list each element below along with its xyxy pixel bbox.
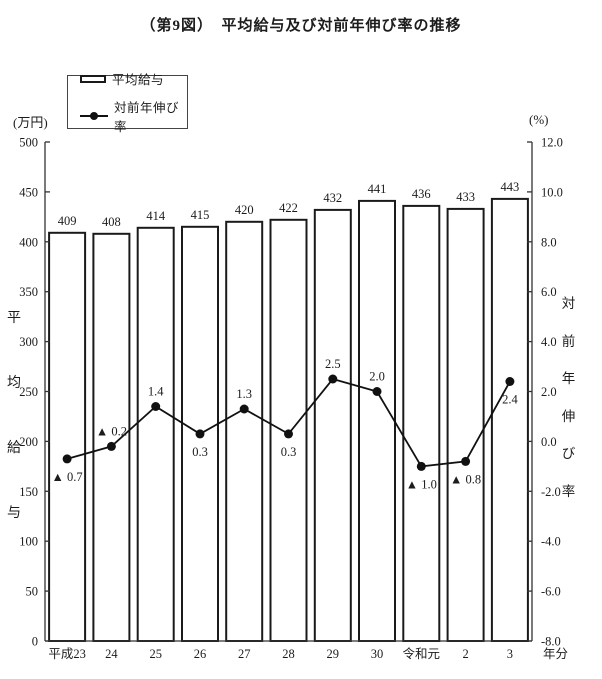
left-axis-tick-label: 150	[19, 485, 38, 499]
bar	[48, 231, 87, 643]
right-axis-tick-label: 8.0	[541, 235, 557, 249]
right-axis-tick-label: 2.0	[541, 385, 557, 399]
right-axis-tick-label: 10.0	[541, 185, 563, 199]
line-swatch-icon	[80, 112, 108, 120]
point-value-label: ▲ 1.0	[406, 477, 437, 491]
bar	[225, 220, 264, 643]
point-value-label: 2.4	[502, 393, 518, 407]
bar-value-label: 441	[368, 182, 387, 196]
x-axis-label: 29	[327, 647, 340, 661]
point-value-label: 1.4	[148, 385, 164, 399]
left-axis-unit: (万円)	[13, 115, 48, 130]
left-axis-tick-label: 0	[32, 635, 38, 649]
bar-value-label: 422	[279, 201, 298, 215]
right-axis-title: 対前年伸び率	[561, 296, 576, 499]
bar-value-label: 443	[501, 180, 520, 194]
left-axis-tick-label: 300	[19, 335, 38, 349]
point-value-label: ▲ 0.2	[96, 424, 127, 438]
bar-value-label: 408	[102, 215, 121, 229]
right-axis-tick-label: -8.0	[541, 635, 561, 649]
bar	[358, 199, 396, 642]
bar-value-label: 433	[456, 190, 475, 204]
legend-line-label: 対前年伸び率	[114, 101, 180, 134]
right-axis-tick-label: 0.0	[541, 435, 557, 449]
data-point-marker	[416, 461, 426, 471]
bar-swatch-icon	[80, 74, 106, 83]
point-value-label: 1.3	[236, 387, 252, 401]
data-point-marker	[239, 404, 249, 414]
left-axis-tick-label: 100	[19, 535, 38, 549]
x-axis-label: 30	[371, 647, 384, 661]
bar	[490, 197, 529, 642]
bar	[136, 226, 175, 643]
left-axis-tick-label: 400	[19, 235, 38, 249]
legend-item-bar: 平均給与	[80, 69, 187, 88]
left-axis-title: 平均給与	[7, 311, 21, 521]
right-axis-tick-label: 12.0	[541, 136, 563, 150]
bar	[313, 208, 352, 642]
left-axis-tick-label: 450	[19, 185, 38, 199]
point-value-label: ▲ 0.7	[52, 470, 83, 484]
x-axis-label: 28	[282, 647, 295, 661]
right-axis-tick-label: 6.0	[541, 285, 557, 299]
bar-value-label: 414	[146, 209, 166, 223]
right-axis-tick-label: -4.0	[541, 535, 561, 549]
left-axis-tick-label: 350	[19, 285, 38, 299]
left-axis-tick-label: 200	[19, 435, 38, 449]
data-point-marker	[505, 377, 515, 386]
left-axis-tick-label: 50	[26, 585, 39, 599]
data-point-marker	[195, 429, 205, 439]
bar-value-label: 436	[412, 187, 431, 201]
point-value-label: 2.5	[325, 357, 341, 371]
right-axis-tick-label: 4.0	[541, 335, 557, 349]
x-axis-label: 27	[238, 647, 251, 661]
bar-value-label: 420	[235, 203, 254, 217]
data-point-marker	[284, 429, 293, 439]
point-value-label: 0.3	[192, 445, 208, 459]
legend-item-line: 対前年伸び率	[80, 97, 187, 135]
legend: 平均給与 対前年伸び率	[67, 73, 188, 134]
point-value-label: 0.3	[281, 445, 297, 459]
right-axis-unit: (%)	[529, 112, 549, 127]
bar	[402, 204, 441, 642]
data-point-marker	[328, 374, 338, 384]
bar-value-label: 409	[58, 214, 77, 228]
legend-bar-label: 平均給与	[112, 73, 165, 87]
data-point-marker	[62, 454, 72, 464]
right-axis-tick-label: -2.0	[541, 485, 561, 499]
x-axis-suffix: 年分	[543, 647, 568, 661]
data-point-marker	[106, 441, 116, 451]
bar	[92, 232, 131, 643]
line-marker-dot-icon	[90, 112, 98, 120]
right-axis-tick-label: -6.0	[541, 585, 561, 599]
data-point-marker	[372, 387, 382, 396]
x-axis-label: 2	[462, 647, 468, 661]
left-axis-tick-label: 500	[19, 136, 38, 150]
bar-value-label: 415	[191, 208, 210, 222]
left-axis-tick-label: 250	[19, 385, 38, 399]
x-axis-label: 令和元	[403, 646, 441, 661]
data-point-marker	[151, 402, 161, 411]
data-point-marker	[461, 456, 471, 466]
x-axis-label: 3	[507, 647, 513, 661]
point-value-label: 2.0	[369, 370, 385, 384]
bar	[446, 207, 485, 642]
bar-value-label: 432	[323, 191, 342, 205]
x-axis-label: 25	[149, 647, 162, 661]
x-axis-label: 26	[194, 647, 207, 661]
point-value-label: ▲ 0.8	[450, 472, 481, 486]
x-axis-label: 平成23	[48, 647, 86, 661]
x-axis-label: 24	[105, 647, 118, 661]
chart-title: （第9図） 平均給与及び対前年伸び率の推移	[140, 18, 462, 34]
